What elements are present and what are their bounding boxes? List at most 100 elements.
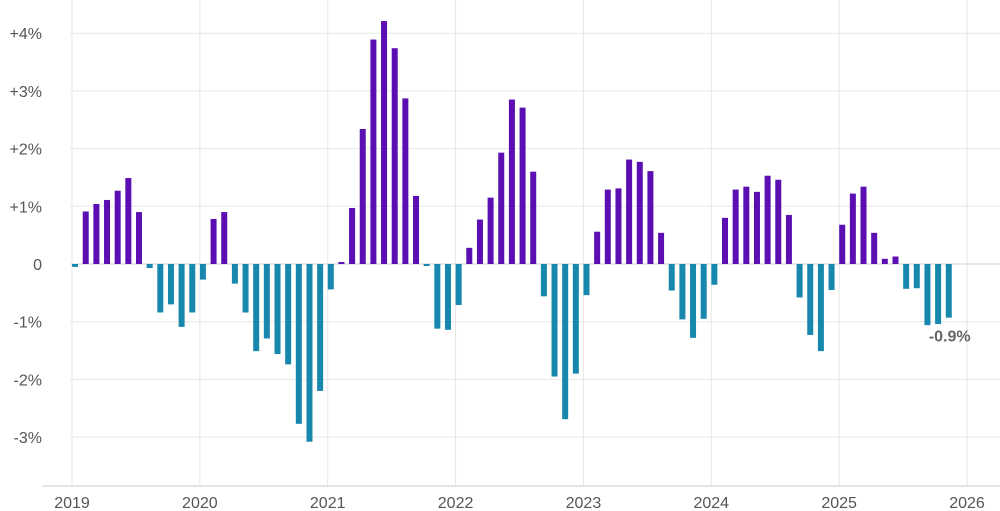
bar[interactable] bbox=[82, 211, 89, 264]
bar[interactable] bbox=[551, 264, 558, 377]
bar[interactable] bbox=[785, 214, 792, 264]
bar[interactable] bbox=[807, 264, 814, 335]
bar[interactable] bbox=[274, 264, 281, 355]
bar[interactable] bbox=[455, 264, 462, 305]
bar[interactable] bbox=[732, 189, 739, 264]
bar[interactable] bbox=[817, 264, 824, 352]
bar[interactable] bbox=[178, 264, 185, 327]
bar[interactable] bbox=[849, 193, 856, 264]
bar[interactable] bbox=[72, 264, 79, 267]
bar[interactable] bbox=[359, 128, 366, 264]
bar[interactable] bbox=[253, 264, 260, 352]
x-tick-label: 2024 bbox=[693, 495, 729, 511]
bar[interactable] bbox=[114, 190, 121, 264]
bar[interactable] bbox=[924, 264, 931, 326]
bar[interactable] bbox=[892, 256, 899, 265]
bar[interactable] bbox=[487, 197, 494, 264]
bar[interactable] bbox=[242, 264, 249, 313]
x-tick-label: 2022 bbox=[438, 495, 474, 511]
bar[interactable] bbox=[285, 264, 292, 365]
bar[interactable] bbox=[647, 171, 654, 264]
bar[interactable] bbox=[125, 178, 132, 264]
bar[interactable] bbox=[199, 264, 206, 280]
bar[interactable] bbox=[295, 264, 302, 424]
bar[interactable] bbox=[444, 264, 451, 330]
bar[interactable] bbox=[540, 264, 547, 297]
bar[interactable] bbox=[157, 264, 164, 313]
bar[interactable] bbox=[935, 264, 942, 325]
bar[interactable] bbox=[945, 264, 952, 318]
bar[interactable] bbox=[881, 258, 888, 264]
bar[interactable] bbox=[594, 231, 601, 264]
bar[interactable] bbox=[700, 264, 707, 319]
y-tick-label: +4% bbox=[10, 26, 42, 43]
y-tick-label: -1% bbox=[14, 315, 42, 332]
bar[interactable] bbox=[764, 175, 771, 264]
bar[interactable] bbox=[317, 264, 324, 391]
bar[interactable] bbox=[210, 218, 217, 264]
bar[interactable] bbox=[668, 264, 675, 291]
bar[interactable] bbox=[775, 179, 782, 264]
bar[interactable] bbox=[860, 186, 867, 264]
bar[interactable] bbox=[711, 264, 718, 285]
bar[interactable] bbox=[743, 186, 750, 264]
bar[interactable] bbox=[913, 264, 920, 289]
x-tick-label: 2025 bbox=[821, 495, 857, 511]
bar[interactable] bbox=[370, 39, 377, 264]
bar[interactable] bbox=[327, 264, 334, 290]
bar[interactable] bbox=[189, 264, 196, 313]
bar[interactable] bbox=[722, 217, 729, 264]
bar[interactable] bbox=[753, 191, 760, 265]
bar[interactable] bbox=[530, 171, 537, 264]
last-value-label: -0.9% bbox=[929, 329, 971, 346]
x-tick-label: 2019 bbox=[54, 495, 90, 511]
bar[interactable] bbox=[221, 212, 228, 264]
bar[interactable] bbox=[338, 262, 345, 264]
x-tick-label: 2023 bbox=[566, 495, 602, 511]
bar[interactable] bbox=[839, 224, 846, 264]
bar[interactable] bbox=[519, 107, 526, 264]
bar[interactable] bbox=[93, 203, 100, 264]
bar[interactable] bbox=[903, 264, 910, 289]
bar[interactable] bbox=[690, 264, 697, 338]
bar[interactable] bbox=[466, 247, 473, 264]
bar[interactable] bbox=[434, 264, 441, 329]
y-tick-label: -2% bbox=[14, 372, 42, 389]
bar-layer bbox=[72, 21, 952, 442]
bar[interactable] bbox=[402, 98, 409, 265]
bar[interactable] bbox=[263, 264, 270, 339]
bar[interactable] bbox=[231, 264, 238, 284]
bar[interactable] bbox=[562, 264, 569, 420]
bar[interactable] bbox=[167, 264, 174, 305]
bar[interactable] bbox=[572, 264, 579, 374]
bar[interactable] bbox=[626, 159, 633, 264]
bar[interactable] bbox=[391, 48, 398, 265]
x-tick-label: 2020 bbox=[182, 495, 218, 511]
bar[interactable] bbox=[104, 199, 111, 264]
bar[interactable] bbox=[349, 208, 356, 264]
y-tick-label: +2% bbox=[10, 142, 42, 159]
bar[interactable] bbox=[413, 195, 420, 264]
bar[interactable] bbox=[615, 188, 622, 264]
bar[interactable] bbox=[796, 264, 803, 298]
bar[interactable] bbox=[476, 219, 483, 264]
bar[interactable] bbox=[828, 264, 835, 290]
y-tick-label: -3% bbox=[14, 430, 42, 447]
bar[interactable] bbox=[146, 264, 153, 269]
bar[interactable] bbox=[306, 264, 313, 442]
bar[interactable] bbox=[658, 232, 665, 264]
bar[interactable] bbox=[636, 161, 643, 264]
y-tick-label: +3% bbox=[10, 84, 42, 101]
bar[interactable] bbox=[381, 21, 388, 264]
x-tick-label: 2021 bbox=[310, 495, 346, 511]
bar[interactable] bbox=[423, 264, 430, 266]
bar[interactable] bbox=[583, 264, 590, 296]
bar[interactable] bbox=[604, 189, 611, 264]
label-layer: +4% +3% +2% +1% 0 -1% -2% -3% 2019 2020 2021 2022 20… bbox=[10, 26, 985, 511]
bar[interactable] bbox=[871, 232, 878, 264]
bar[interactable] bbox=[498, 152, 505, 264]
bar[interactable] bbox=[679, 264, 686, 320]
bar[interactable] bbox=[508, 99, 515, 264]
bar[interactable] bbox=[135, 212, 142, 264]
